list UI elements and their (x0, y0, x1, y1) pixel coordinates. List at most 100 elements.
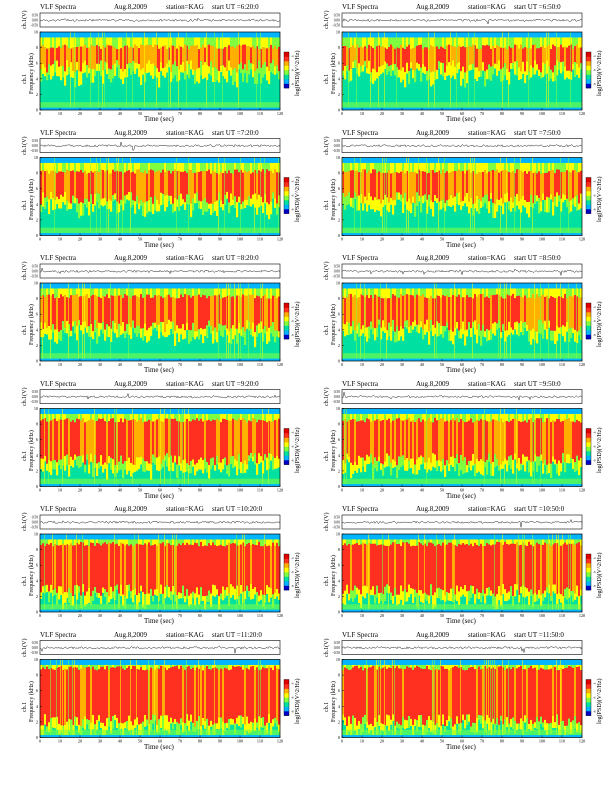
x-axis-label: Time (sec) (144, 617, 174, 625)
x-tick-label: 40 (118, 739, 122, 744)
x-tick-label: 70 (178, 488, 182, 493)
x-tick-label: 50 (138, 111, 142, 116)
colorbar-tick-label: -8 (291, 82, 294, 86)
x-tick-label: 20 (380, 488, 384, 493)
x-tick-label: 120 (579, 362, 585, 367)
chart-title-station: station=KAG (468, 128, 506, 137)
x-tick-label: 10 (58, 613, 62, 618)
y-tick-label: 6 (36, 186, 38, 191)
x-tick-label: 60 (158, 613, 162, 618)
colorbar (585, 177, 592, 214)
timeseries-tick-label: 0.00 (334, 395, 340, 399)
chart-title-left: VLF Spectra (342, 505, 378, 513)
chart-title-left: VLF Spectra (342, 379, 378, 388)
colorbar-tick-label: -8 (593, 710, 596, 714)
x-tick-label: 110 (559, 237, 565, 242)
x-axis-label: Time (sec) (144, 240, 174, 249)
x-tick-label: 120 (579, 111, 585, 116)
x-tick-label: 90 (520, 488, 524, 493)
x-tick-label: 20 (78, 739, 82, 744)
x-tick-label: 50 (440, 488, 444, 493)
x-tick-label: 60 (158, 362, 162, 367)
timeseries-tick-label: 0.50 (334, 516, 340, 520)
x-axis-label: Time (sec) (144, 742, 174, 751)
x-tick-label: 120 (277, 613, 283, 618)
timeseries-tick-label: 0.00 (334, 19, 340, 23)
x-tick-label: 40 (420, 488, 424, 493)
chart-title-date: Aug.8,2009 (114, 128, 148, 137)
y-tick-label: 4 (338, 202, 341, 207)
chart-title-start: start UT =9:20:0 (212, 379, 259, 388)
spectrogram-image (342, 283, 583, 361)
x-tick-label: 120 (579, 613, 585, 618)
chart-title-station: station=KAG (166, 128, 204, 137)
chart-title-start: start UT =10:50:0 (514, 505, 565, 513)
x-tick-label: 10 (360, 613, 364, 618)
chart-title-date: Aug.8,2009 (114, 254, 148, 262)
y-tick-label: 0 (36, 735, 38, 740)
colorbar-tick-label: -4 (291, 431, 294, 435)
chart-title-start: start UT =7:50:0 (514, 128, 561, 137)
y-tick-label: 2 (36, 594, 38, 599)
chart-title-left: VLF Spectra (342, 128, 378, 137)
timeseries-tick-label: 0.00 (32, 521, 38, 525)
y-tick-label: 8 (36, 296, 38, 301)
timeseries-tick-label: -0.50 (333, 149, 341, 153)
y-tick-label: 8 (338, 422, 340, 427)
x-tick-label: 70 (178, 362, 182, 367)
x-tick-label: 120 (579, 739, 585, 744)
x-tick-label: 120 (579, 237, 585, 242)
colorbar-tick-label: -4 (593, 431, 596, 435)
x-tick-label: 50 (440, 613, 444, 618)
x-tick-label: 80 (500, 739, 504, 744)
x-tick-label: 30 (98, 488, 102, 493)
y-tick-label: 10 (34, 30, 38, 35)
y-tick-label: 0 (338, 359, 340, 364)
x-tick-label: 10 (360, 111, 364, 116)
colorbar (283, 51, 290, 89)
x-axis-label: Time (sec) (144, 115, 174, 123)
y-tick-label: 0 (36, 484, 38, 489)
y-tick-label: 4 (338, 327, 341, 332)
colorbar-tick-label: -6 (291, 68, 294, 72)
y-tick-label: 8 (36, 547, 38, 552)
x-axis-label: Time (sec) (446, 742, 476, 751)
timeseries-tick-label: 0.50 (334, 390, 340, 394)
x-tick-label: 60 (158, 111, 162, 116)
x-tick-label: 30 (400, 613, 404, 618)
chart-title-left: VLF Spectra (40, 505, 76, 513)
timeseries-tick-label: 0.50 (32, 390, 38, 394)
y-tick-label: 8 (36, 45, 38, 50)
chart-title-station: station=KAG (166, 3, 204, 11)
y-tick-label: 6 (338, 563, 340, 568)
y-tick-label: 10 (336, 30, 340, 35)
colorbar-tick-label: -4 (291, 305, 294, 309)
y-tick-label: 6 (338, 312, 340, 317)
x-tick-label: 60 (460, 111, 464, 116)
x-tick-label: 20 (380, 237, 384, 242)
colorbar-tick-label: -4 (593, 556, 596, 560)
x-tick-label: 110 (257, 362, 263, 367)
x-tick-label: 10 (360, 739, 364, 744)
x-tick-label: 20 (380, 739, 384, 744)
y-tick-label: 8 (338, 673, 340, 678)
timeseries-tick-label: -0.50 (31, 526, 39, 530)
timeseries-tick-label: -0.50 (31, 651, 39, 655)
x-tick-label: 60 (460, 613, 464, 618)
timeseries-tick-label: 0.50 (32, 516, 38, 520)
colorbar-tick-label: -6 (291, 570, 294, 574)
colorbar-tick-label: -6 (593, 696, 596, 700)
timeseries-tick-label: 0.50 (32, 641, 38, 645)
chart-title-start: start UT =11:20:0 (212, 630, 262, 639)
y-tick-label: 6 (36, 61, 38, 66)
colorbar-tick-label: -6 (291, 696, 294, 700)
timeseries-tick-label: 0.00 (334, 270, 340, 274)
y-tick-label: 8 (36, 673, 38, 678)
chart-title-date: Aug.8,2009 (416, 630, 450, 639)
colorbar-tick-label: -6 (593, 194, 596, 198)
